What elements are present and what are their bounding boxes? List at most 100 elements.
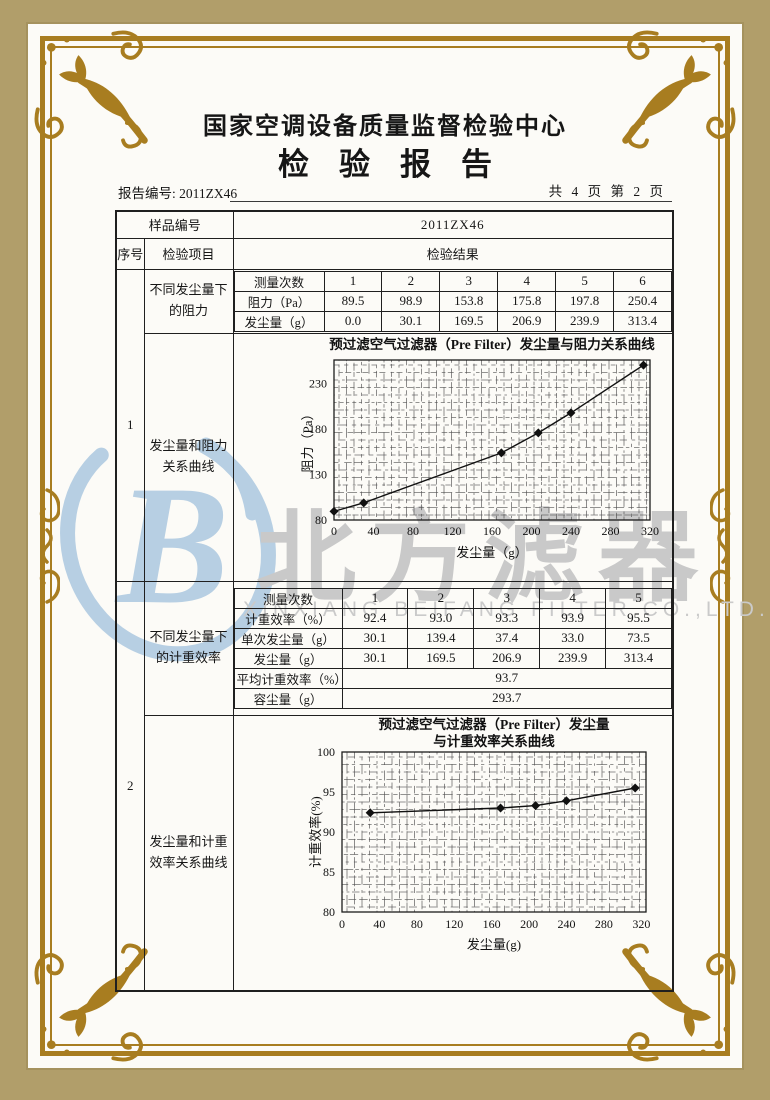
- value-cell: 6: [613, 270, 673, 292]
- value-cell: 2: [381, 270, 441, 292]
- value-cell: 3: [473, 587, 541, 609]
- row-label: 测量次数: [233, 587, 343, 609]
- svg-text:320: 320: [632, 917, 650, 931]
- resistance-vs-dust-chart: 80 130 180 230 0 40 80 120 160 200 240 280 320 发尘量（g）…: [300, 336, 659, 560]
- report-title: 检验报告: [278, 147, 522, 182]
- sample-number-value: 2011ZX46: [232, 210, 674, 239]
- row-label: 单次发尘量（g）: [233, 627, 343, 649]
- seq-2: 2: [115, 580, 145, 992]
- value-cell: 206.9: [473, 647, 541, 669]
- report-number: 报告编号: 2011ZX46: [118, 186, 238, 201]
- svg-text:200: 200: [520, 917, 538, 931]
- value-cell: 30.1: [381, 310, 441, 332]
- svg-text:预过滤空气过滤器（Pre Filter）发尘量与阻力关系曲线: 预过滤空气过滤器（Pre Filter）发尘量与阻力关系曲线: [329, 336, 655, 352]
- svg-text:0: 0: [339, 917, 345, 931]
- item-resistance-label: 不同发尘量下的阻力: [143, 268, 234, 334]
- summary-value-cell: 93.7: [341, 667, 673, 689]
- svg-text:40: 40: [367, 524, 379, 538]
- value-cell: 4: [539, 587, 607, 609]
- summary-value-cell: 293.7: [341, 687, 673, 709]
- value-cell: 3: [439, 270, 499, 292]
- svg-text:80: 80: [410, 917, 422, 931]
- row-label: 容尘量（g）: [233, 687, 343, 709]
- svg-text:200: 200: [522, 524, 540, 538]
- page-indicator: 共 4 页 第 2 页: [548, 184, 666, 199]
- sample-number-label: 样品编号: [115, 210, 234, 239]
- svg-text:0: 0: [331, 524, 337, 538]
- item-resistance-curve-label: 发尘量和阻力关系曲线: [143, 332, 234, 582]
- measurement-table: 测量次数 1 2 3 4 5 计重效率（%） 92.4 93.0 93.3 93.9 95.5 单次发尘…: [233, 587, 673, 709]
- value-cell: 1: [323, 270, 383, 292]
- value-cell: 169.5: [407, 647, 475, 669]
- value-cell: 197.8: [555, 290, 615, 312]
- value-cell: 30.1: [341, 627, 409, 649]
- row-label: 测量次数: [233, 270, 325, 292]
- svg-text:发尘量（g）: 发尘量（g）: [456, 545, 528, 560]
- svg-text:阻力（Pa）: 阻力（Pa）: [300, 407, 315, 472]
- value-cell: 175.8: [497, 290, 557, 312]
- value-cell: 93.0: [407, 607, 475, 629]
- resistance-chart-cell: 80 130 180 230 0 40 80 120 160 200 240 280 320 发尘量（g）…: [232, 332, 674, 582]
- value-cell: 250.4: [613, 290, 673, 312]
- svg-text:100: 100: [317, 745, 335, 759]
- item-efficiency-label: 不同发尘量下的计重效率: [143, 580, 234, 716]
- paper-sheet: B 北方滤器 XINXIANG BEIFANG FILTER CO.,LTD. …: [28, 24, 765, 1068]
- value-cell: 95.5: [605, 607, 673, 629]
- col-header-result: 检验结果: [232, 237, 674, 270]
- value-cell: 5: [605, 587, 673, 609]
- value-cell: 5: [555, 270, 615, 292]
- svg-text:240: 240: [562, 524, 580, 538]
- svg-text:80: 80: [407, 524, 419, 538]
- value-cell: 93.3: [473, 607, 541, 629]
- report-content: 国家空调设备质量监督检验中心 检验报告 报告编号: 2011ZX46 共 4 页…: [28, 24, 742, 1068]
- svg-text:120: 120: [443, 524, 461, 538]
- value-cell: 239.9: [555, 310, 615, 332]
- value-cell: 33.0: [539, 627, 607, 649]
- svg-text:230: 230: [309, 377, 327, 391]
- svg-text:180: 180: [309, 422, 327, 436]
- svg-text:280: 280: [601, 524, 619, 538]
- value-cell: 313.4: [613, 310, 673, 332]
- results-table: 样品编号 2011ZX46 序号 检验项目 检验结果 1 不同发尘量下的阻力 测…: [115, 210, 675, 992]
- value-cell: 0.0: [323, 310, 383, 332]
- value-cell: 313.4: [605, 647, 673, 669]
- value-cell: 4: [497, 270, 557, 292]
- header-rule: [230, 201, 672, 202]
- svg-text:160: 160: [482, 917, 500, 931]
- value-cell: 1: [341, 587, 409, 609]
- value-cell: 139.4: [407, 627, 475, 649]
- center-name-title: 国家空调设备质量监督检验中心: [203, 114, 567, 140]
- seq-1: 1: [115, 268, 145, 582]
- svg-text:计重效率(%): 计重效率(%): [308, 796, 323, 868]
- row-label: 发尘量（g）: [233, 647, 343, 669]
- svg-text:预过滤空气过滤器（Pre Filter）发尘量: 预过滤空气过滤器（Pre Filter）发尘量: [378, 716, 610, 732]
- efficiency-data-table-cell: 测量次数 1 2 3 4 5 计重效率（%） 92.4 93.0 93.3 93.9 95.5 单次发尘…: [232, 580, 674, 716]
- row-label: 阻力（Pa）: [233, 290, 325, 312]
- svg-text:280: 280: [594, 917, 612, 931]
- value-cell: 206.9: [497, 310, 557, 332]
- row-label: 计重效率（%）: [233, 607, 343, 629]
- value-cell: 239.9: [539, 647, 607, 669]
- svg-text:130: 130: [309, 468, 327, 482]
- svg-text:90: 90: [323, 825, 335, 839]
- value-cell: 73.5: [605, 627, 673, 649]
- svg-text:与计重效率关系曲线: 与计重效率关系曲线: [433, 733, 555, 749]
- col-header-seq: 序号: [115, 237, 145, 270]
- svg-text:85: 85: [323, 865, 335, 879]
- svg-text:95: 95: [323, 785, 335, 799]
- value-cell: 2: [407, 587, 475, 609]
- efficiency-vs-dust-chart: 80 85 90 95 100 0 40 80 120 160 200 240 280 320 发尘量(g)…: [308, 716, 650, 952]
- svg-text:80: 80: [315, 513, 327, 527]
- svg-text:160: 160: [483, 524, 501, 538]
- svg-text:120: 120: [445, 917, 463, 931]
- value-cell: 92.4: [341, 607, 409, 629]
- svg-text:40: 40: [373, 917, 385, 931]
- resistance-data-table-cell: 测量次数 1 2 3 4 5 6 阻力（Pa） 89.5 98.9 153.8 175.8 197.8 2…: [232, 268, 674, 334]
- measurement-table: 测量次数 1 2 3 4 5 6 阻力（Pa） 89.5 98.9 153.8 175.8 197.8 2…: [233, 270, 673, 332]
- value-cell: 37.4: [473, 627, 541, 649]
- value-cell: 98.9: [381, 290, 441, 312]
- item-efficiency-curve-label: 发尘量和计重效率关系曲线: [143, 714, 234, 992]
- svg-text:240: 240: [557, 917, 575, 931]
- value-cell: 169.5: [439, 310, 499, 332]
